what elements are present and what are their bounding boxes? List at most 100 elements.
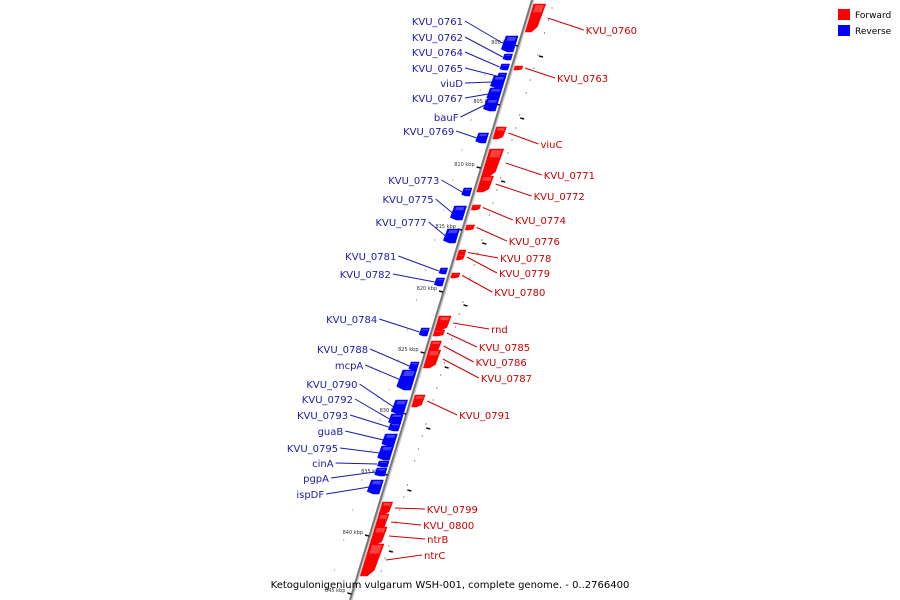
reverse-gene-block <box>433 277 446 287</box>
forward-gene-16: KVU_0800 <box>391 521 474 532</box>
gene-leader-line <box>476 227 507 242</box>
gene-body <box>513 65 524 71</box>
forward-gene-block <box>378 501 394 515</box>
gene-body <box>464 224 476 231</box>
gene-label: ntrB <box>427 535 448 546</box>
legend: Forward Reverse <box>838 9 892 37</box>
gene-body <box>433 277 446 287</box>
gene-label: KVU_0784 <box>326 315 377 326</box>
gene-body <box>461 187 473 197</box>
reverse-gene-22: pgpA <box>303 471 376 485</box>
gene-body <box>408 361 420 371</box>
gene-leader-line <box>326 486 370 495</box>
gene-highlight <box>455 207 465 211</box>
gene-highlight <box>459 251 466 252</box>
gene-highlight <box>391 424 400 426</box>
gene-leader-line <box>464 81 492 84</box>
gene-label: KVU_0778 <box>500 254 551 265</box>
forward-gene-block <box>455 253 466 261</box>
gene-body <box>411 394 426 408</box>
gene-label: KVU_0790 <box>306 380 357 391</box>
legend-forward-swatch <box>838 9 850 20</box>
gene-label: KVU_0787 <box>481 374 532 385</box>
reverse-gene-block <box>377 445 395 461</box>
reverse-gene-21: cinA <box>312 459 378 470</box>
reverse-gene-block <box>381 433 398 447</box>
gene-leader-line <box>349 414 389 428</box>
ruler-label: 835 kbp <box>361 469 381 475</box>
gene-leader-line <box>495 183 532 197</box>
forward-gene-10: rnd <box>453 322 508 336</box>
ruler-major-tick <box>444 366 449 369</box>
gene-body <box>455 253 466 261</box>
gene-leader-line <box>379 318 420 333</box>
gene-highlight <box>437 279 444 281</box>
gene-label: rnd <box>491 325 508 336</box>
reverse-gene-block <box>408 361 420 371</box>
gene-highlight <box>452 274 459 275</box>
gene-body <box>470 204 482 211</box>
forward-gene-11: KVU_0785 <box>446 332 530 354</box>
gene-leader-line <box>464 51 500 68</box>
gene-body <box>377 445 395 461</box>
gene-body <box>449 205 467 221</box>
ruler-tick <box>364 534 370 537</box>
gene-leader-line <box>340 447 380 454</box>
forward-gene-block <box>432 329 446 337</box>
gene-leader-line <box>464 93 489 99</box>
gene-leader-line <box>389 535 426 540</box>
ruler-label: 830 kbp <box>380 408 400 414</box>
reverse-gene-10: KVU_0777 <box>375 218 446 237</box>
gene-body <box>391 399 409 415</box>
gene-body <box>387 422 402 432</box>
gene-label: guaB <box>318 427 344 438</box>
reverse-gene-0: KVU_0761 <box>412 17 505 45</box>
reverse-gene-7: KVU_0769 <box>403 127 477 139</box>
legend-reverse-swatch <box>838 25 850 36</box>
gene-highlight <box>371 481 382 485</box>
gene-label: KVU_0791 <box>459 411 510 422</box>
gene-leader-line <box>456 130 477 139</box>
reverse-gene-block <box>442 228 460 244</box>
gene-body <box>359 543 385 577</box>
gene-leader-line <box>394 507 425 510</box>
reverse-gene-1: KVU_0762 <box>412 33 503 58</box>
reverse-gene-block <box>461 187 473 197</box>
gene-label: viuC <box>540 140 562 151</box>
forward-gene-3: KVU_0771 <box>505 162 595 182</box>
ruler-major-tick <box>482 242 487 245</box>
gene-leader-line <box>468 252 499 259</box>
ruler-tick <box>438 290 444 293</box>
ruler-label: 845 kbp <box>325 588 345 594</box>
forward-gene-5: KVU_0774 <box>482 207 566 227</box>
gene-label: KVU_0780 <box>494 288 545 299</box>
gene-label: KVU_0761 <box>412 17 463 28</box>
gene-leader-line <box>391 521 422 526</box>
ruler-major-tick <box>388 550 394 553</box>
gene-body <box>369 526 388 546</box>
forward-gene-15: KVU_0799 <box>394 505 478 516</box>
forward-gene-17: ntrB <box>389 535 449 546</box>
reverse-gene-block <box>438 267 449 275</box>
gene-leader-line <box>460 104 486 118</box>
forward-gene-block <box>411 394 426 408</box>
gene-highlight <box>403 371 415 376</box>
ruler-major-tick <box>538 55 544 58</box>
gene-label: mcpA <box>335 361 364 372</box>
gene-label: ntrC <box>424 551 445 562</box>
gene-highlight <box>421 329 429 331</box>
gene-leader-line <box>464 20 505 45</box>
gene-body <box>378 501 394 515</box>
reverse-gene-11: KVU_0781 <box>345 252 439 272</box>
ruler-label: 840 kbp <box>343 530 363 536</box>
reverse-gene-6: bauF <box>434 104 486 124</box>
forward-gene-2: viuC <box>508 132 563 151</box>
gene-leader-line <box>524 67 556 79</box>
gene-body <box>492 126 507 140</box>
gene-body <box>500 35 519 53</box>
ruler-tick <box>420 351 425 354</box>
reverse-gene-block <box>387 422 402 432</box>
gene-highlight <box>411 363 418 365</box>
ruler-label: 815 kbp <box>435 224 455 230</box>
